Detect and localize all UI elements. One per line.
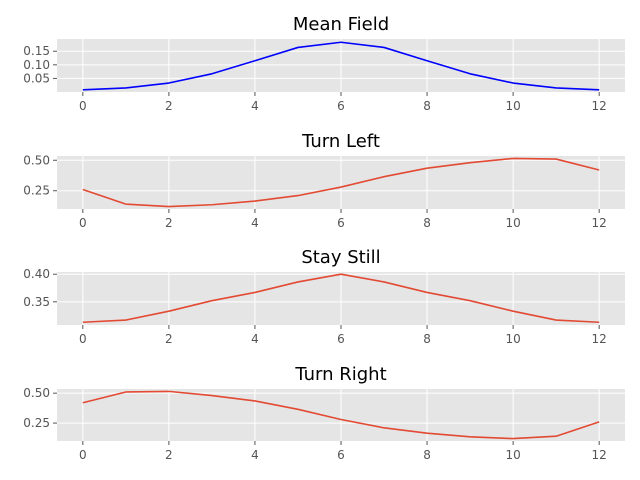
x-tick-label: 4 [251, 448, 259, 462]
y-tick-label: 0.50 [23, 386, 50, 400]
x-tick-label: 2 [165, 99, 173, 113]
x-tick-label: 0 [79, 332, 87, 346]
subplot-2: 0 2 4 6 8 10 12 0.25 0.50 Turn Left [23, 131, 625, 230]
y-tick-label: 0.25 [23, 184, 50, 198]
series-line [82, 41, 600, 91]
x-tick-label: 6 [337, 99, 345, 113]
x-tick-label: 4 [251, 332, 259, 346]
x-tick-label: 2 [165, 332, 173, 346]
y-tick-label: 0.50 [23, 153, 50, 167]
x-tick-label: 6 [337, 332, 345, 346]
y-tick-label: 0.10 [23, 58, 50, 72]
x-tick-label: 10 [505, 99, 520, 113]
x-tick-label: 8 [423, 332, 431, 346]
x-tick-label: 8 [423, 99, 431, 113]
y-tick-label: 0.25 [23, 416, 50, 430]
x-tick-label: 2 [165, 216, 173, 230]
x-tick-label: 4 [251, 216, 259, 230]
x-tick-label: 0 [79, 216, 87, 230]
x-tick-label: 10 [505, 216, 520, 230]
y-tick-label: 0.05 [23, 71, 50, 85]
x-tick-label: 2 [165, 448, 173, 462]
x-tick-label: 0 [79, 99, 87, 113]
subplot-title: Stay Still [301, 247, 380, 268]
x-tick-label: 0 [79, 448, 87, 462]
x-tick-label: 10 [505, 448, 520, 462]
subplot-4: 0 2 4 6 8 10 12 0.25 0.50 Turn Right [23, 364, 625, 462]
subplot-title: Turn Left [301, 131, 380, 152]
x-tick-label: 12 [592, 332, 607, 346]
y-tick-label: 0.15 [23, 44, 50, 58]
y-tick-label: 0.40 [23, 267, 50, 281]
subplot-1: 0 2 4 6 8 10 12 0.050.100.15 Mean Field [23, 14, 625, 113]
x-tick-label: 10 [505, 332, 520, 346]
x-tick-label: 12 [592, 216, 607, 230]
x-tick-label: 4 [251, 99, 259, 113]
series-line [82, 390, 600, 440]
subplot-3: 0 2 4 6 8 10 12 0.35 0.40 Stay Still [23, 247, 625, 346]
x-tick-label: 12 [592, 448, 607, 462]
subplot-title: Turn Right [294, 364, 386, 385]
x-tick-label: 6 [337, 448, 345, 462]
y-tick-label: 0.35 [23, 295, 50, 309]
x-tick-label: 12 [592, 99, 607, 113]
x-tick-label: 8 [423, 448, 431, 462]
series-line [82, 273, 600, 324]
x-tick-label: 8 [423, 216, 431, 230]
subplot-title: Mean Field [293, 14, 389, 35]
series-line [82, 157, 600, 208]
x-tick-label: 6 [337, 216, 345, 230]
